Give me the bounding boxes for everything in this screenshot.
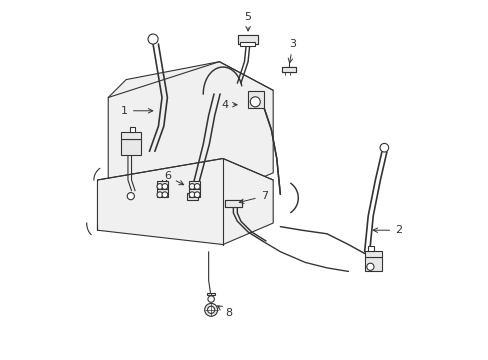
FancyBboxPatch shape (121, 139, 140, 155)
Circle shape (127, 193, 134, 200)
FancyBboxPatch shape (129, 127, 135, 132)
Circle shape (194, 192, 200, 198)
FancyBboxPatch shape (224, 200, 242, 207)
Circle shape (204, 303, 217, 316)
Circle shape (250, 97, 260, 107)
FancyBboxPatch shape (188, 181, 200, 189)
Text: 1: 1 (121, 106, 152, 116)
Text: 2: 2 (372, 225, 402, 235)
Polygon shape (108, 62, 273, 194)
FancyBboxPatch shape (238, 35, 258, 44)
Circle shape (148, 34, 158, 44)
Text: 3: 3 (287, 39, 296, 63)
FancyBboxPatch shape (364, 257, 381, 271)
Circle shape (366, 263, 373, 270)
FancyBboxPatch shape (121, 132, 140, 139)
Text: 7: 7 (239, 191, 267, 203)
Circle shape (189, 184, 195, 189)
FancyBboxPatch shape (282, 67, 295, 72)
Circle shape (157, 184, 163, 189)
Polygon shape (97, 158, 273, 244)
FancyBboxPatch shape (367, 246, 373, 251)
Text: 5: 5 (244, 12, 251, 31)
FancyBboxPatch shape (156, 181, 168, 189)
Circle shape (162, 192, 167, 198)
FancyBboxPatch shape (188, 189, 200, 197)
Text: 6: 6 (163, 171, 183, 185)
Circle shape (162, 184, 167, 189)
FancyBboxPatch shape (156, 189, 168, 197)
Circle shape (194, 184, 200, 189)
Circle shape (379, 143, 388, 152)
Text: 4: 4 (221, 100, 237, 110)
FancyBboxPatch shape (364, 251, 381, 257)
FancyBboxPatch shape (247, 91, 264, 108)
FancyBboxPatch shape (206, 293, 215, 296)
Circle shape (157, 192, 163, 198)
Circle shape (207, 306, 214, 314)
FancyBboxPatch shape (240, 42, 254, 45)
FancyBboxPatch shape (187, 193, 198, 200)
Text: 8: 8 (217, 306, 231, 318)
Circle shape (189, 192, 195, 198)
Circle shape (207, 296, 214, 302)
